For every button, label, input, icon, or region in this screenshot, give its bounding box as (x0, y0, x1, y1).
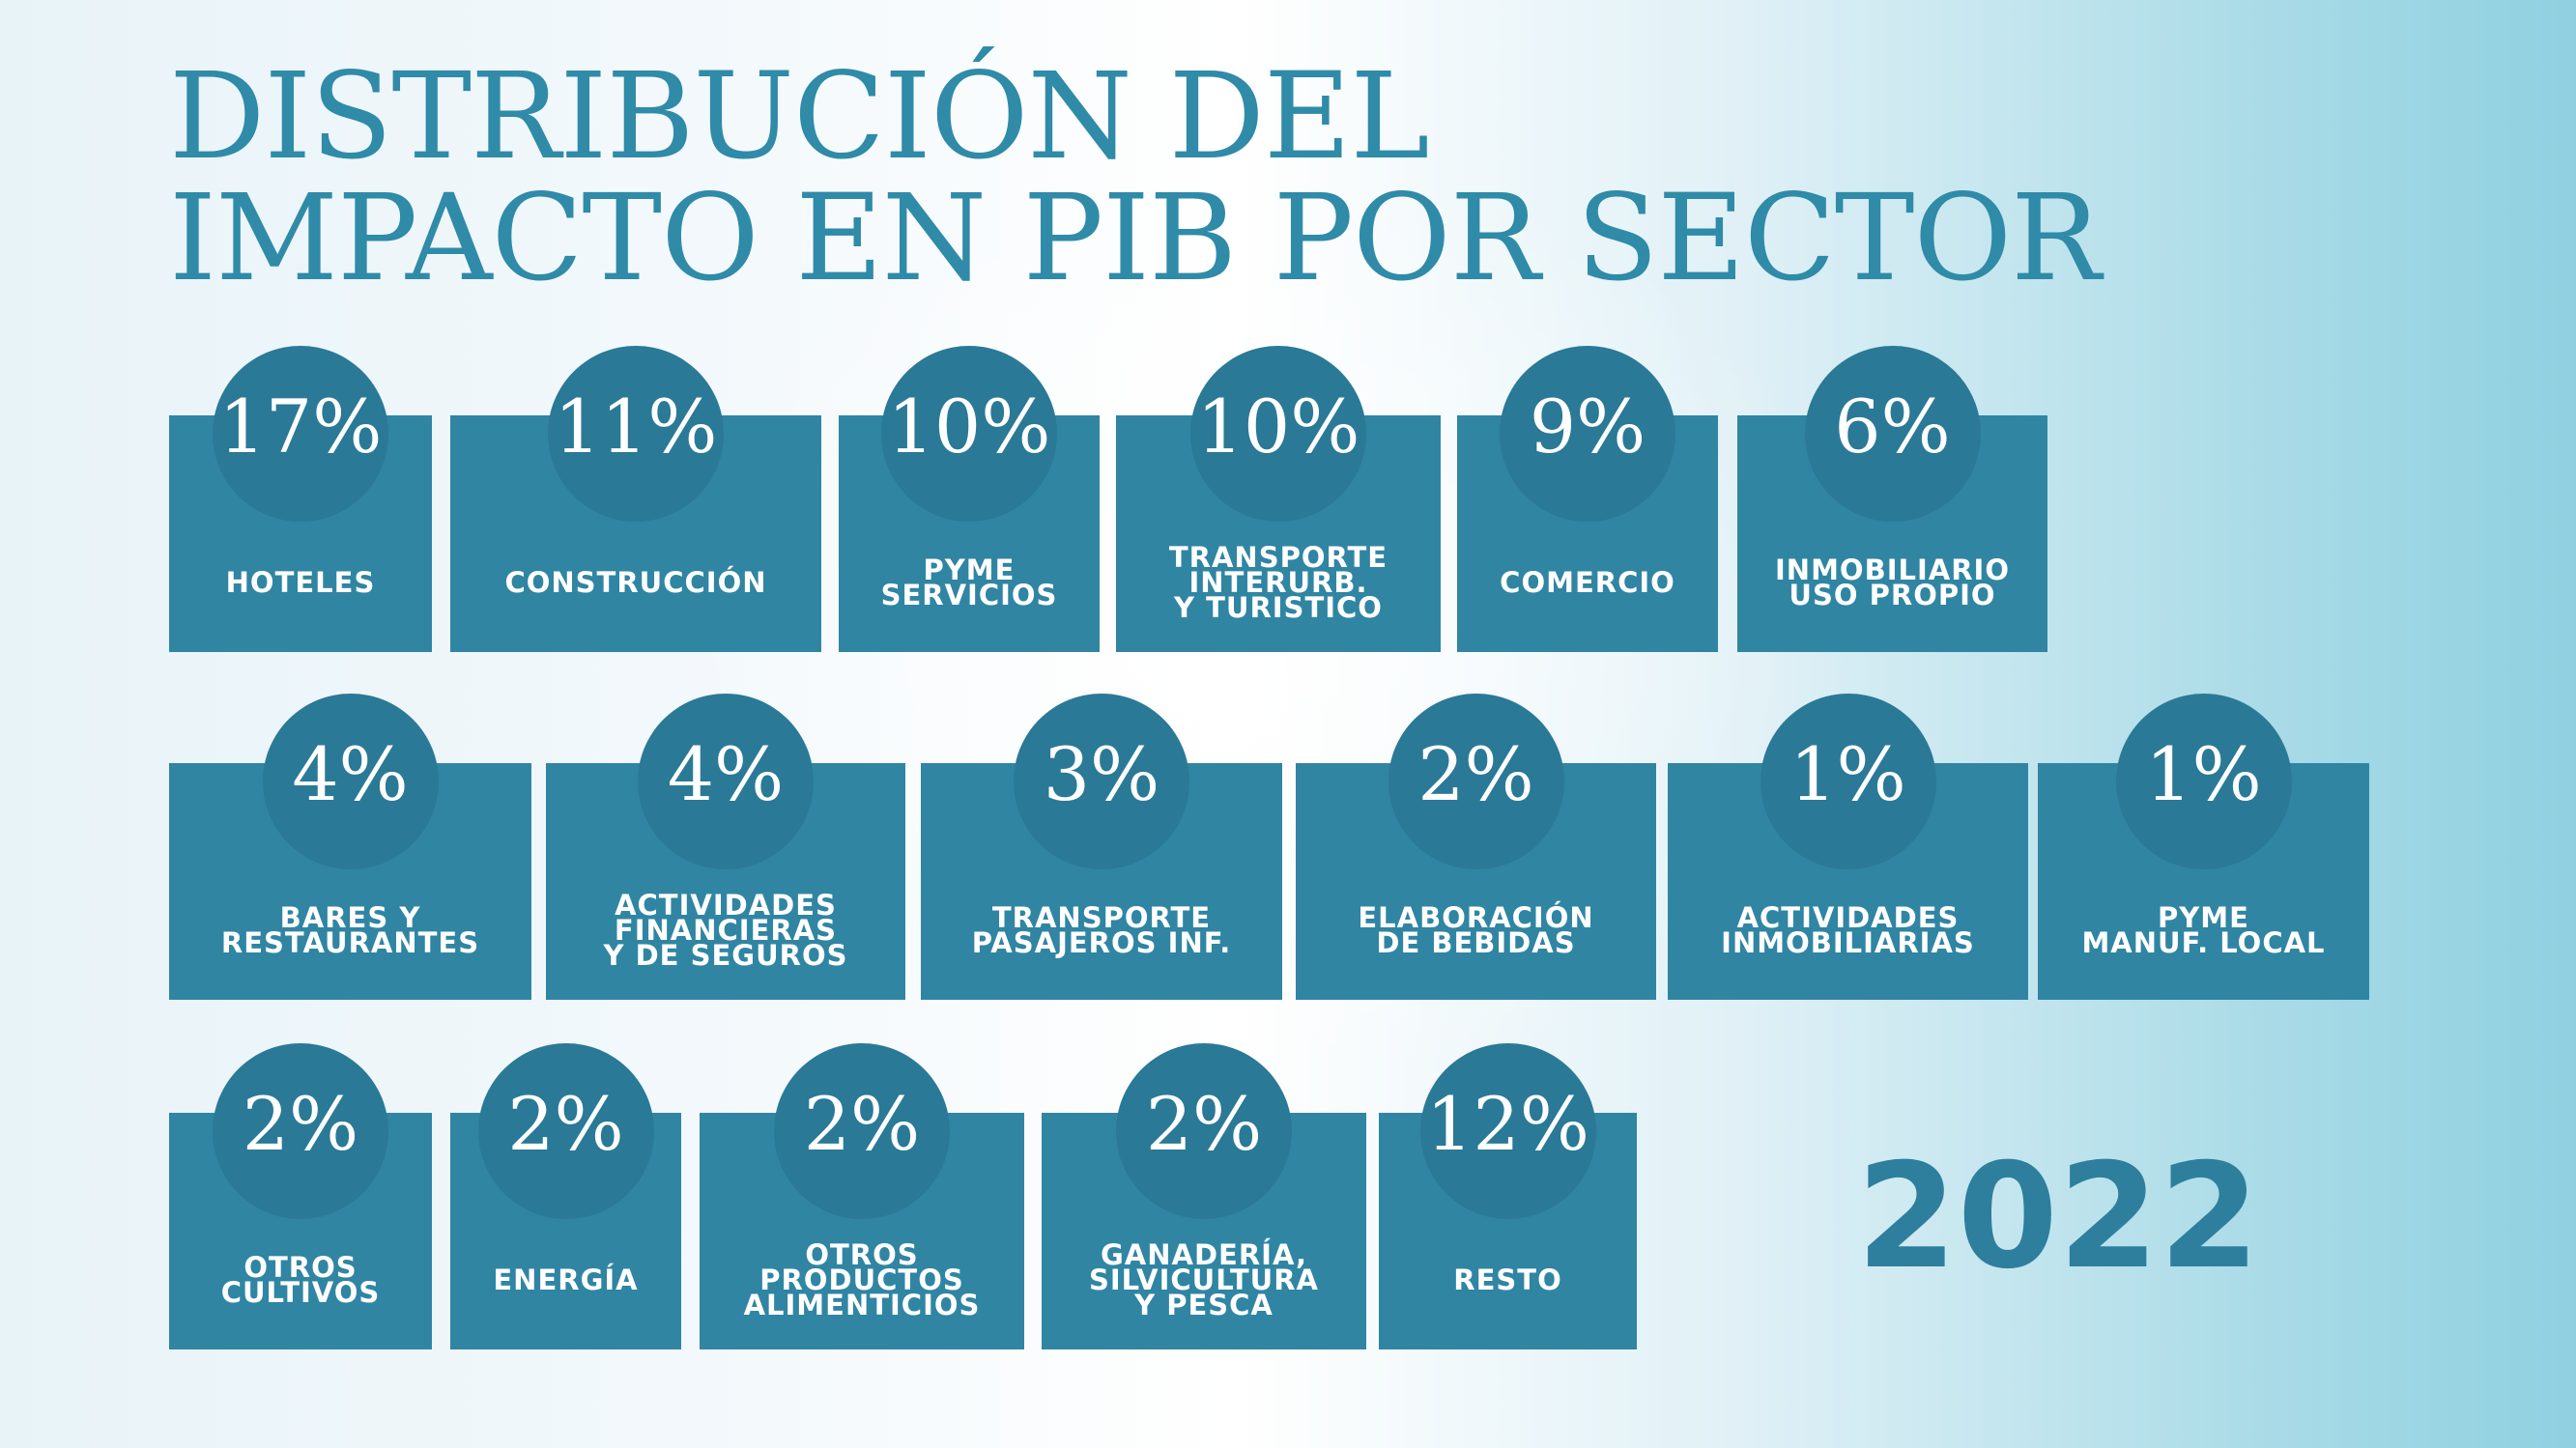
sector-label: BARES Y RESTAURANTES (220, 900, 480, 959)
sector-tile-energia: 2% ENERGÍA (450, 1043, 681, 1349)
value-circle (1760, 694, 1936, 869)
sector-tile-otros-productos-alimenticios: 2% OTROS PRODUCTOS ALIMENTICIOS (700, 1043, 1024, 1349)
title-line-1: DISTRIBUCIÓN DEL (169, 47, 1430, 186)
year-label: 2022 (1856, 1133, 2260, 1301)
sector-label: ENERGÍA (493, 1263, 639, 1296)
value-circle (548, 346, 724, 522)
page-title: DISTRIBUCIÓN DEL IMPACTO EN PIB POR SECT… (169, 47, 2102, 308)
sector-label: OTROS CULTIVOS (220, 1250, 381, 1309)
sector-value: 4% (292, 731, 409, 817)
sector-label: HOTELES (225, 565, 376, 599)
sector-label: RESTO (1453, 1263, 1562, 1296)
value-circle (213, 346, 388, 522)
sector-label: COMERCIO (1500, 565, 1675, 599)
value-circle (881, 346, 1057, 522)
sector-label: ELABORACIÓN DE BEBIDAS (1358, 900, 1594, 959)
value-circle (774, 1043, 950, 1219)
sector-value: 2% (1417, 731, 1534, 817)
value-circle (1804, 346, 1981, 522)
sector-label: TRANSPORTE PASAJEROS INF. (971, 900, 1232, 959)
sector-tile-pyme-manuf-local: 1% PYME MANUF. LOCAL (2038, 694, 2369, 1000)
sector-value: 17% (218, 383, 383, 469)
sector-tile-actividades-financieras: 4% ACTIVIDADES FINANCIERAS Y DE SEGUROS (546, 694, 905, 1000)
sector-label: GANADERÍA, SILVICULTURA Y PESCA (1088, 1237, 1319, 1321)
sector-tile-construccion: 11% CONSTRUCCIÓN (450, 346, 821, 652)
value-circle (1014, 694, 1189, 869)
sector-tile-otros-cultivos: 2% OTROS CULTIVOS (169, 1043, 432, 1349)
sector-value: 1% (2145, 731, 2262, 817)
sector-value: 3% (1043, 731, 1160, 817)
sector-value: 2% (1145, 1081, 1263, 1167)
sector-tile-hoteles: 17% HOTELES (169, 346, 432, 652)
sector-label: TRANSPORTE INTERURB. Y TURISTICO (1168, 540, 1388, 624)
sector-label: OTROS PRODUCTOS ALIMENTICIOS (743, 1237, 981, 1321)
sector-tile-inmobiliario-uso-propio: 6% INMOBILIARIO USO PROPIO (1737, 346, 2047, 652)
sector-value: 9% (1529, 383, 1646, 469)
sector-value: 11% (554, 383, 718, 469)
sector-value: 2% (507, 1081, 624, 1167)
sector-value: 2% (803, 1081, 921, 1167)
title-line-2: IMPACTO EN PIB POR SECTOR (169, 169, 2102, 308)
sector-label: PYME SERVICIOS (880, 553, 1058, 611)
sector-label: PYME MANUF. LOCAL (2081, 900, 2326, 959)
sector-value: 10% (887, 383, 1051, 469)
value-circle (1388, 694, 1564, 869)
sector-tile-transporte-interurb: 10% TRANSPORTE INTERURB. Y TURISTICO (1116, 346, 1441, 652)
sector-label: INMOBILIARIO USO PROPIO (1775, 553, 2010, 611)
sector-value: 2% (242, 1081, 359, 1167)
sector-value: 4% (667, 731, 785, 817)
sector-tile-elaboracion-bebidas: 2% ELABORACIÓN DE BEBIDAS (1296, 694, 1656, 1000)
value-circle (1500, 346, 1675, 522)
value-circle (213, 1043, 388, 1219)
sector-tile-transporte-pasajeros: 3% TRANSPORTE PASAJEROS INF. (921, 694, 1282, 1000)
sector-value: 1% (1789, 731, 1906, 817)
sector-label: ACTIVIDADES INMOBILIARIAS (1721, 900, 1975, 959)
sector-label: CONSTRUCCIÓN (504, 565, 767, 599)
sector-tile-actividades-inmobiliarias: 1% ACTIVIDADES INMOBILIARIAS (1668, 694, 2028, 1000)
sector-label: ACTIVIDADES FINANCIERAS Y DE SEGUROS (603, 888, 848, 972)
value-circle (638, 694, 814, 869)
sector-value: 6% (1834, 383, 1951, 469)
sector-tile-comercio: 9% COMERCIO (1457, 346, 1718, 652)
value-circle (1190, 346, 1366, 522)
sector-value: 10% (1196, 383, 1360, 469)
sector-tile-resto: 12% RESTO (1379, 1043, 1637, 1349)
value-circle (1419, 1043, 1596, 1219)
sector-tile-bares-restaurantes: 4% BARES Y RESTAURANTES (169, 694, 531, 1000)
sector-tile-pyme-servicios: 10% PYME SERVICIOS (839, 346, 1100, 652)
value-circle (2115, 694, 2292, 869)
value-circle (477, 1043, 654, 1219)
value-circle (262, 694, 439, 869)
sector-value: 12% (1426, 1081, 1589, 1167)
sector-tile-ganaderia-silvicultura-pesca: 2% GANADERÍA, SILVICULTURA Y PESCA (1042, 1043, 1366, 1349)
value-circle (1116, 1043, 1292, 1219)
